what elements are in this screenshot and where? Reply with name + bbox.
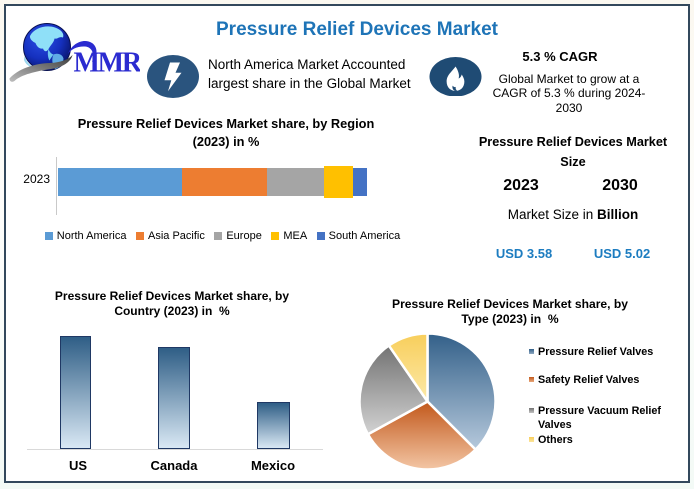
svg-text:MMR: MMR bbox=[74, 48, 141, 79]
